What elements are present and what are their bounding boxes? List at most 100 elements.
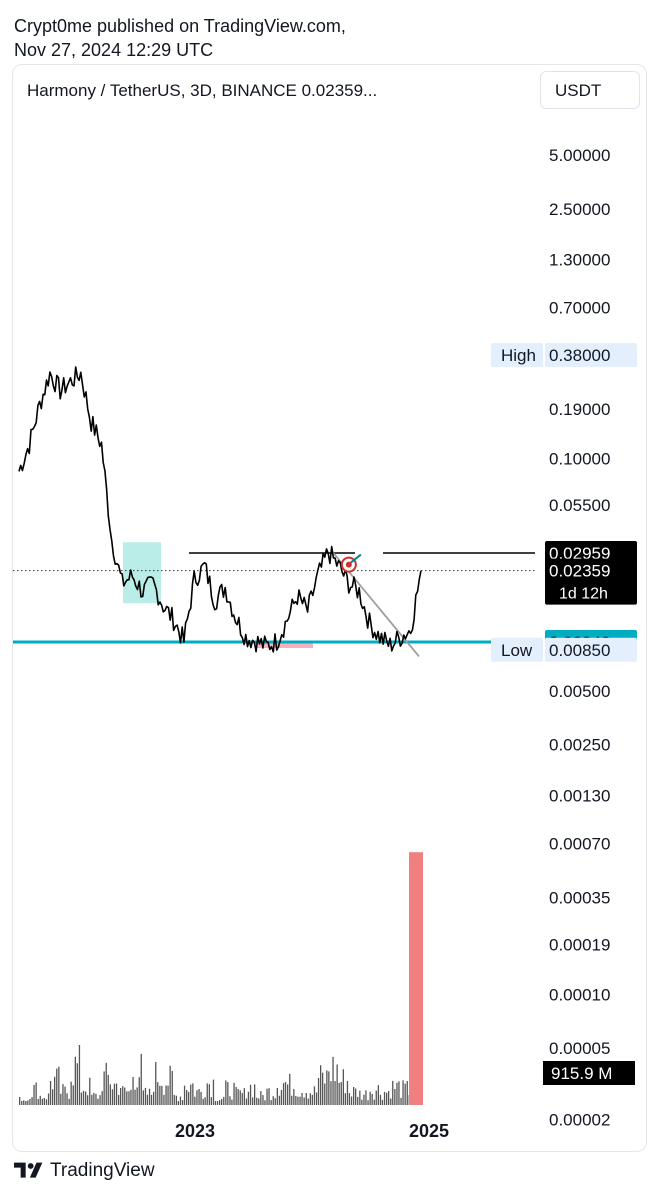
volume-bar <box>282 1083 285 1105</box>
volume-bar <box>89 1077 91 1105</box>
volume-bar <box>278 1095 281 1105</box>
volume-bar <box>293 1089 295 1105</box>
volume-bar <box>62 1084 64 1105</box>
volume-bar <box>113 1083 116 1105</box>
volume-bar <box>80 1092 83 1105</box>
volume-bar <box>153 1091 155 1105</box>
volume-bar <box>99 1095 101 1105</box>
volume-bar <box>388 1091 390 1105</box>
volume-bar <box>93 1092 95 1105</box>
volume-bar <box>390 1098 392 1105</box>
volume-bar <box>280 1090 283 1105</box>
volume-bar <box>31 1097 33 1105</box>
volume-bar <box>303 1097 305 1105</box>
volume-bar <box>344 1093 346 1105</box>
publish-info: Crypt0me published on TradingView.com, N… <box>14 14 346 62</box>
volume-bar <box>324 1083 326 1105</box>
volume-bar <box>37 1099 39 1105</box>
volume-bar <box>276 1088 278 1105</box>
volume-bar <box>375 1090 377 1105</box>
volume-bar <box>27 1100 29 1105</box>
volume-bar <box>82 1090 85 1105</box>
accumulation-box-red <box>257 642 313 648</box>
volume-bar <box>74 1056 76 1105</box>
volume-bar <box>225 1080 227 1105</box>
volume-bar <box>369 1091 371 1105</box>
price-label-badge <box>545 343 637 367</box>
volume-bar <box>309 1093 311 1105</box>
volume-bar <box>274 1098 276 1105</box>
volume-bar <box>332 1056 334 1105</box>
volume-bar <box>163 1094 165 1105</box>
volume-bar <box>260 1091 262 1105</box>
volume-bar <box>239 1090 241 1105</box>
volume-bar <box>167 1085 169 1105</box>
volume-bar <box>173 1094 175 1105</box>
volume-bar <box>330 1081 332 1105</box>
volume-bar <box>155 1062 157 1105</box>
volume-bar <box>297 1096 299 1105</box>
volume-bar <box>336 1064 338 1105</box>
countdown-label: 1d 12h <box>559 586 608 603</box>
y-tick-label: 5.00000 <box>549 146 610 165</box>
volume-bar <box>398 1081 400 1105</box>
volume-bar <box>406 1081 408 1105</box>
volume-bar <box>289 1073 291 1105</box>
volume-bar <box>122 1086 124 1105</box>
y-tick-label: 0.00500 <box>549 682 610 701</box>
footer: TradingView <box>14 1160 155 1182</box>
volume-bar <box>103 1071 105 1105</box>
volume-bar <box>171 1070 173 1105</box>
price-label-value: 0.02959 <box>549 544 610 563</box>
volume-bar <box>140 1053 142 1105</box>
volume-bar <box>169 1065 171 1105</box>
volume-bar <box>107 1074 109 1105</box>
y-tick-label: 0.00019 <box>549 936 610 955</box>
volume-bar <box>227 1082 229 1105</box>
volume-bar <box>229 1096 231 1105</box>
volume-bar <box>41 1098 43 1105</box>
volume-bar <box>198 1089 200 1105</box>
volume-bar <box>338 1083 340 1105</box>
volume-bar <box>64 1086 66 1105</box>
volume-bar <box>340 1082 342 1105</box>
volume-bar <box>379 1094 382 1105</box>
footer-brand: TradingView <box>50 1160 155 1181</box>
volume-bar <box>115 1083 118 1105</box>
price-label-badge <box>545 558 637 605</box>
volume-bar <box>214 1101 217 1105</box>
volume-bar <box>359 1090 361 1105</box>
volume-bar <box>204 1097 206 1105</box>
volume-bar <box>109 1084 111 1105</box>
volume-bar <box>249 1084 252 1105</box>
volume-bar <box>120 1088 122 1105</box>
volume-bar <box>39 1095 41 1105</box>
volume-bar <box>381 1099 384 1105</box>
x-tick-label: 2023 <box>175 1121 215 1141</box>
volume-bar <box>208 1084 210 1105</box>
volume-bar <box>386 1092 388 1105</box>
volume-bar <box>334 1081 336 1105</box>
volume-bar <box>161 1085 163 1105</box>
volume-label-badge <box>543 1061 635 1085</box>
volume-bar <box>21 1101 23 1105</box>
volume-bar <box>272 1096 274 1105</box>
volume-bar <box>29 1099 31 1105</box>
volume-bar <box>243 1088 245 1105</box>
volume-bar <box>136 1087 138 1105</box>
volume-bar <box>258 1098 260 1105</box>
volume-bar <box>68 1098 70 1105</box>
volume-bar <box>223 1096 225 1105</box>
currency-button[interactable]: USDT <box>540 71 640 109</box>
volume-bar <box>181 1100 184 1105</box>
volume-bar <box>52 1089 54 1105</box>
price-label-value: 0.00850 <box>549 641 610 660</box>
volume-bar <box>315 1092 318 1105</box>
volume-bar <box>33 1085 35 1105</box>
volume-bar <box>363 1094 365 1105</box>
volume-bar <box>175 1095 177 1105</box>
volume-bar <box>266 1088 268 1105</box>
volume-bar <box>235 1086 237 1105</box>
volume-bar <box>87 1095 89 1105</box>
volume-bar <box>394 1089 396 1105</box>
